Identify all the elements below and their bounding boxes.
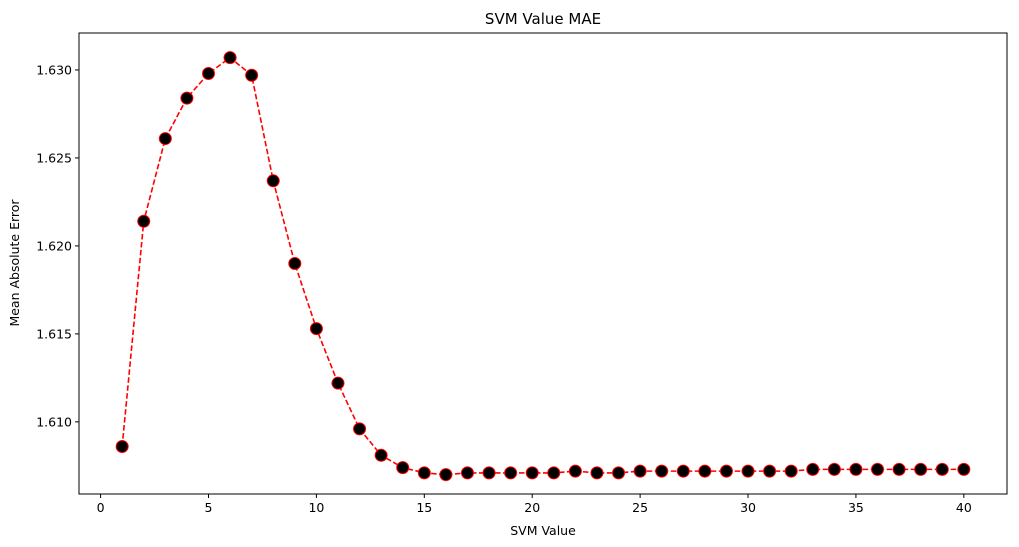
y-tick-label: 1.630 <box>36 62 72 77</box>
y-axis: 1.610 1.615 1.620 1.625 1.630 <box>36 62 79 429</box>
data-point <box>698 464 712 478</box>
data-point <box>482 466 496 480</box>
plot-area <box>78 32 1008 495</box>
data-point <box>180 91 194 105</box>
data-point <box>827 462 841 476</box>
data-point <box>806 462 820 476</box>
y-tick-label: 1.610 <box>36 414 72 429</box>
x-tick-label: 25 <box>632 500 648 515</box>
data-point <box>288 257 302 270</box>
data-point <box>633 464 647 478</box>
data-point <box>849 462 863 476</box>
data-point <box>957 462 971 476</box>
data-point <box>115 439 129 453</box>
data-point <box>525 466 539 480</box>
y-axis-label: Mean Absolute Error <box>7 199 22 327</box>
y-tick-label: 1.615 <box>36 326 72 341</box>
x-tick-label: 0 <box>97 500 105 515</box>
data-point <box>223 51 237 65</box>
data-point <box>201 66 215 80</box>
data-point <box>568 464 582 478</box>
data-point <box>504 466 518 480</box>
data-point <box>439 468 453 482</box>
y-tick-label: 1.625 <box>36 150 72 165</box>
data-point <box>871 462 885 476</box>
data-point <box>590 466 604 480</box>
x-tick-label: 5 <box>205 500 213 515</box>
data-point <box>266 174 280 188</box>
data-point <box>245 68 259 82</box>
series-line <box>121 56 964 476</box>
x-tick-label: 30 <box>740 500 756 515</box>
x-tick-label: 15 <box>416 500 432 515</box>
x-tick-label: 20 <box>524 500 540 515</box>
data-point <box>547 466 561 480</box>
data-series <box>115 51 971 482</box>
data-point <box>741 464 755 478</box>
x-tick-label: 40 <box>956 500 972 515</box>
x-tick-label: 35 <box>848 500 864 515</box>
data-point <box>396 461 410 475</box>
data-point <box>784 464 798 478</box>
data-point <box>719 464 733 478</box>
x-axis-label: SVM Value <box>510 523 576 538</box>
data-point <box>892 462 906 476</box>
data-point <box>763 464 777 478</box>
data-point <box>914 462 928 476</box>
data-point <box>309 322 323 336</box>
data-point <box>331 376 345 390</box>
data-point <box>417 466 431 480</box>
x-axis: 0 5 10 15 20 25 30 35 40 <box>97 494 972 515</box>
chart-title: SVM Value MAE <box>485 10 601 28</box>
data-point <box>137 214 151 228</box>
data-point <box>935 462 949 476</box>
data-point <box>158 132 172 146</box>
data-point <box>655 464 669 478</box>
data-point <box>460 466 474 480</box>
data-point <box>612 466 626 480</box>
data-point <box>353 422 367 436</box>
y-tick-label: 1.620 <box>36 238 72 253</box>
data-point <box>676 464 690 478</box>
data-point <box>374 448 388 462</box>
x-tick-label: 10 <box>308 500 324 515</box>
